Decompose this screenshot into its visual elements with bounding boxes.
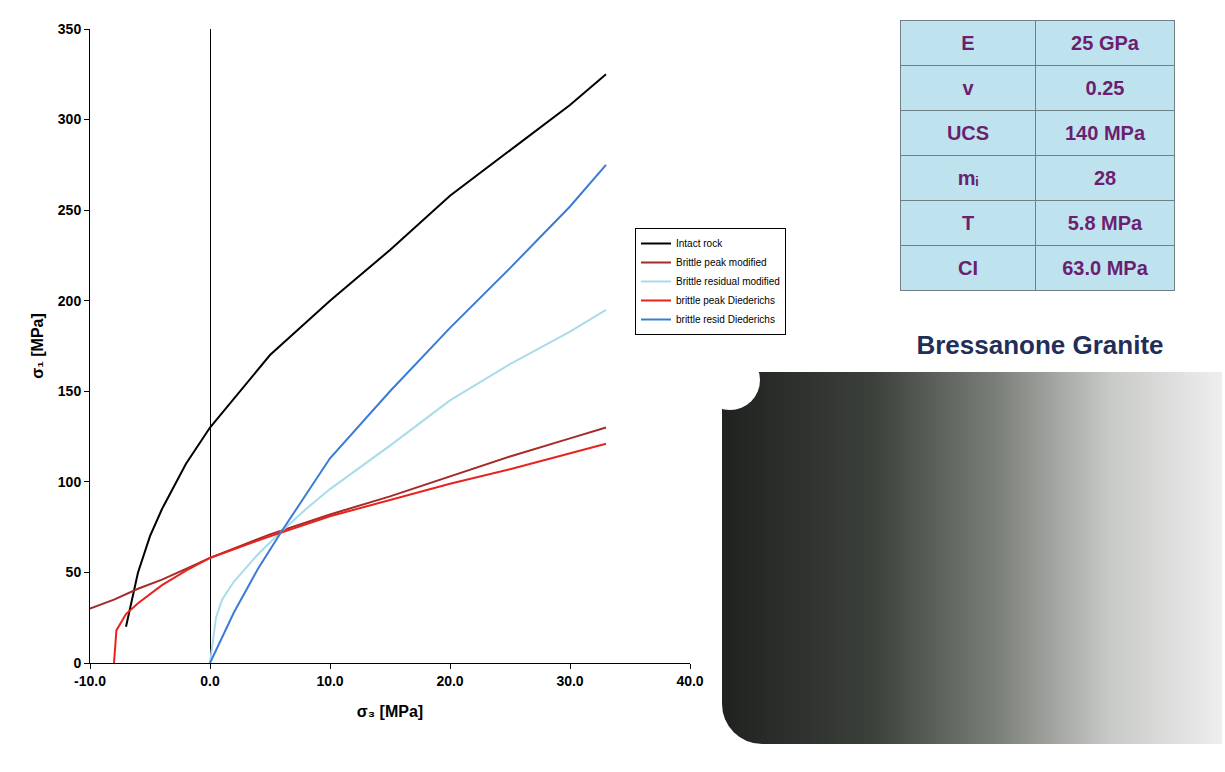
html-text:63.0 MPa: 63.0 MPa: [1062, 256, 1148, 279]
svg-text:brittle peak Diederichs: brittle peak Diederichs: [676, 295, 775, 306]
svg-text:40.0: 40.0: [676, 673, 703, 689]
svg-text:50: 50: [66, 564, 82, 580]
svg-text:250: 250: [58, 202, 82, 218]
html-text:140 MPa: 140 MPa: [1065, 121, 1145, 144]
html-text:5.8 MPa: 5.8 MPa: [1067, 211, 1143, 234]
html-text:v: v: [962, 76, 974, 99]
svg-text:Brittle peak modified: Brittle peak modified: [676, 257, 767, 268]
svg-text:350: 350: [58, 21, 82, 37]
html-text:25 GPa: 25 GPa: [1071, 31, 1139, 54]
html-text:E: E: [961, 31, 975, 54]
html-text:Bressanone Granite: Bressanone Granite: [916, 330, 1164, 360]
html-text:CI: CI: [958, 256, 978, 279]
html-text:0.25: 0.25: [1085, 76, 1125, 99]
html-text:mᵢ: mᵢ: [957, 166, 979, 189]
svg-text:300: 300: [58, 111, 82, 127]
svg-text:30.0: 30.0: [556, 673, 583, 689]
svg-text:-10.0: -10.0: [74, 673, 106, 689]
html-text:28: 28: [1093, 166, 1117, 189]
svg-text:100: 100: [58, 474, 82, 490]
html-text:UCS: UCS: [946, 121, 990, 144]
svg-text:brittle resid Diederichs: brittle resid Diederichs: [676, 314, 775, 325]
svg-text:10.0: 10.0: [316, 673, 343, 689]
svg-text:σ₁ [MPa]: σ₁ [MPa]: [29, 313, 46, 379]
svg-text:Intact rock: Intact rock: [676, 238, 723, 249]
svg-text:0.0: 0.0: [200, 673, 220, 689]
svg-text:150: 150: [58, 383, 82, 399]
svg-text:σ₃ [MPa]: σ₃ [MPa]: [357, 703, 423, 720]
svg-text:0: 0: [73, 655, 81, 671]
svg-text:Brittle residual modified: Brittle residual modified: [676, 276, 780, 287]
html-text:T: T: [961, 211, 975, 234]
svg-text:200: 200: [58, 293, 82, 309]
svg-text:20.0: 20.0: [436, 673, 463, 689]
